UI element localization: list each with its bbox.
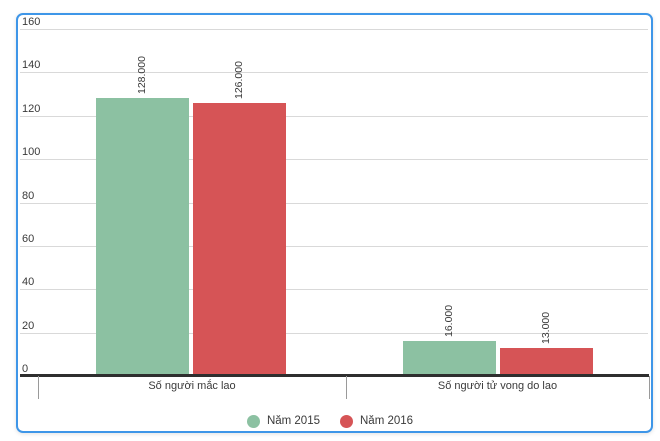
bar-năm-2016-cat2[interactable]: [500, 348, 593, 374]
legend-swatch-circle: [340, 414, 353, 428]
y-axis-tick-label: 160: [22, 16, 41, 28]
legend-item-năm-2015[interactable]: Năm 2015: [246, 414, 320, 428]
bar-value-label: 13.000: [540, 311, 552, 344]
gridline-100: [20, 159, 648, 160]
gridline-80: [20, 203, 648, 204]
y-axis-tick-label: 60: [22, 233, 35, 245]
x-axis-tick: [346, 376, 347, 399]
bar-năm-2016-cat1[interactable]: [193, 103, 286, 374]
gridline-60: [20, 246, 648, 247]
legend: Năm 2015 Năm 2016: [18, 411, 642, 431]
y-axis-tick-label: 40: [22, 276, 35, 288]
legend-label: Năm 2015: [266, 415, 320, 427]
y-axis-tick-label: 140: [22, 59, 41, 71]
bar-năm-2015-cat1[interactable]: [96, 98, 189, 374]
bar-value-label: 126.000: [233, 61, 245, 99]
gridline-160: [20, 29, 648, 30]
x-axis-line: [20, 374, 649, 377]
x-axis-tick: [649, 376, 650, 399]
category-label-2: Số người tử vong do lao: [437, 380, 558, 392]
legend-swatch-circle: [246, 414, 260, 428]
y-axis-tick-label: 80: [22, 190, 35, 202]
gridline-140: [20, 72, 648, 73]
y-axis-tick-label: 20: [22, 320, 35, 332]
bar-value-label: 16.000: [443, 304, 455, 337]
gridline-20: [20, 333, 648, 334]
bar-năm-2015-cat2[interactable]: [403, 341, 496, 374]
y-axis-tick-label: 120: [22, 103, 41, 115]
y-axis-tick-label: 0: [22, 363, 29, 375]
legend-item-năm-2016[interactable]: Năm 2016: [340, 414, 414, 428]
gridline-120: [20, 116, 648, 117]
x-axis-tick: [38, 376, 39, 399]
bar-value-label: 128.000: [136, 56, 148, 94]
gridline-40: [20, 289, 648, 290]
category-label-1: Số người mắc lao: [148, 380, 236, 392]
legend-label: Năm 2016: [360, 415, 414, 427]
y-axis-tick-label: 100: [22, 146, 41, 158]
